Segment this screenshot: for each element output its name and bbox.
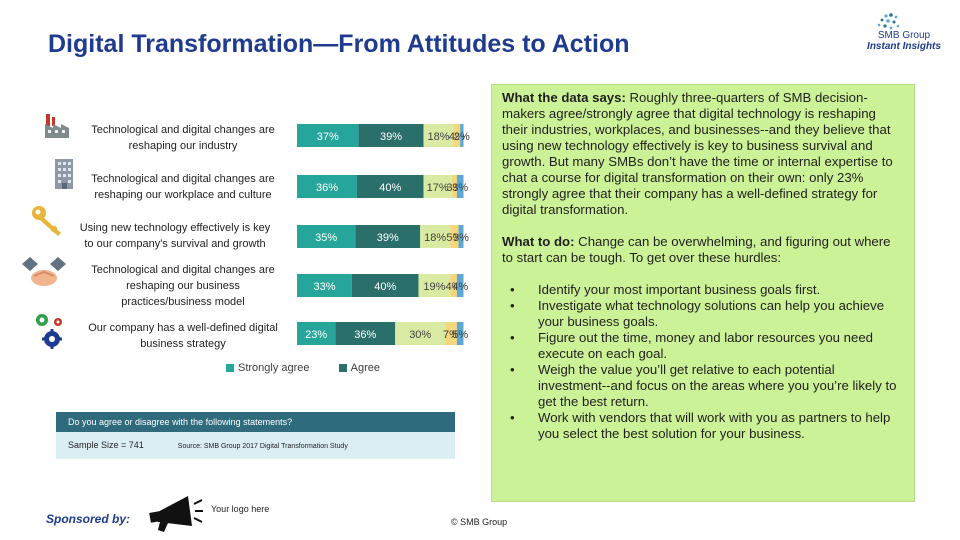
copyright: © SMB Group: [451, 517, 508, 527]
bar-segment: [297, 274, 352, 297]
insight-panel: What the data says: Roughly three-quarte…: [491, 84, 915, 502]
data-label: 33%: [313, 281, 335, 293]
data-label: 5%: [452, 329, 468, 341]
key-icon: [32, 206, 61, 236]
legend-swatch: [226, 364, 234, 373]
what-to-do-text: What to do: Change can be overwhelming, …: [502, 234, 891, 265]
bar-segment: [358, 124, 424, 147]
sponsored-label: Sponsored by:: [46, 512, 131, 526]
data-label: 3%: [453, 232, 469, 244]
data-label: 18%: [424, 232, 446, 244]
legend-item: Strongly agree: [226, 362, 310, 374]
category-label: Our company has a well-defined digital bu…: [88, 322, 278, 350]
list-item: • Figure out the time, money and labor re…: [510, 330, 874, 361]
gears-icon: [36, 314, 62, 349]
brand-dots-icon: [877, 13, 900, 30]
action-list: • Identify your most important business g…: [502, 282, 904, 442]
data-label: 3%: [452, 182, 468, 194]
bar-segment: [445, 322, 457, 345]
bar-segment: [395, 322, 446, 345]
bar-segment: [423, 124, 454, 147]
list-item: • Investigate what technology solutions c…: [510, 298, 885, 329]
bar-segment: [356, 175, 424, 198]
category-label: Using new technology effectively is key t…: [79, 222, 271, 250]
legend-item: Agree: [338, 362, 380, 374]
bar-segment: [418, 274, 451, 297]
source-note: Source: SMB Group 2017 Digital Transform…: [177, 443, 348, 450]
data-label: 7%: [443, 329, 459, 341]
category-label: Technological and digital changes are res…: [91, 173, 275, 201]
data-label: 5%: [446, 232, 462, 244]
data-label: 36%: [316, 182, 338, 194]
page-title: Digital Transformation—From Attitudes to…: [48, 30, 630, 58]
category-label: Technological and digital changes are res…: [91, 124, 275, 152]
data-label: 18%: [428, 131, 450, 143]
office-building-icon: [55, 159, 73, 189]
survey-question: Do you agree or disagree with the follow…: [56, 412, 455, 432]
data-says-text: What the data says: Roughly three-quarte…: [502, 90, 893, 217]
brand-name: SMB Group: [877, 30, 931, 41]
bar-segment: [297, 225, 356, 248]
list-item: • Weigh the value you’ll get relative to …: [510, 362, 897, 409]
sample-size: Sample Size = 741: [68, 440, 144, 450]
bar-segment: [420, 225, 451, 248]
bar-segment: [456, 175, 464, 198]
brand-logo: SMB Group Instant Insights: [858, 12, 950, 58]
bar-segment: [456, 322, 464, 345]
bar-segment: [456, 274, 464, 297]
stacked-bar-chart: 37% 39% 18% 4%2%36% 40% 17%3%3%35% 39% 18% 5%3%3…: [297, 124, 470, 345]
legend-swatch: [338, 364, 347, 373]
bar-segment: [453, 124, 461, 147]
data-label: 40%: [374, 281, 396, 293]
data-label: 23%: [305, 329, 327, 341]
bar-segment: [355, 225, 421, 248]
data-label: 19%: [423, 281, 445, 293]
bar-segment: [450, 225, 459, 248]
bar-segment: [458, 225, 464, 248]
data-label: 30%: [409, 329, 431, 341]
list-item: • Identify your most important business g…: [510, 282, 821, 297]
bar-segment: [335, 322, 396, 345]
chart-legend: Strongly agree Agree: [226, 362, 406, 374]
list-item: • Work with vendors that will work with y…: [510, 410, 891, 441]
logo-placeholder: Your logo here: [211, 504, 270, 514]
data-label: 17%: [427, 182, 449, 194]
data-label: 2%: [454, 131, 470, 143]
factory-icon: [45, 114, 69, 138]
megaphone-icon: [149, 496, 203, 532]
data-label: 39%: [380, 131, 402, 143]
brand-tagline: Instant Insights: [867, 41, 941, 52]
category-label: Technological and digital changes are res…: [91, 264, 275, 308]
bar-segment: [423, 175, 452, 198]
bar-segment: [351, 274, 419, 297]
handshake-icon: [22, 257, 66, 286]
data-label: 35%: [315, 232, 337, 244]
bar-segment: [451, 175, 457, 198]
data-label: 39%: [377, 232, 399, 244]
bar-segment: [450, 274, 457, 297]
bar-segment: [460, 124, 464, 147]
data-label: 36%: [354, 329, 376, 341]
data-label: 40%: [379, 182, 401, 194]
sample-info: Sample Size = 741 Source: SMB Group 2017 …: [56, 432, 455, 459]
bar-segment: [297, 322, 336, 345]
bar-segment: [297, 175, 357, 198]
data-label: 37%: [317, 131, 339, 143]
data-label: 4%: [452, 281, 468, 293]
bar-segment: [297, 124, 359, 147]
